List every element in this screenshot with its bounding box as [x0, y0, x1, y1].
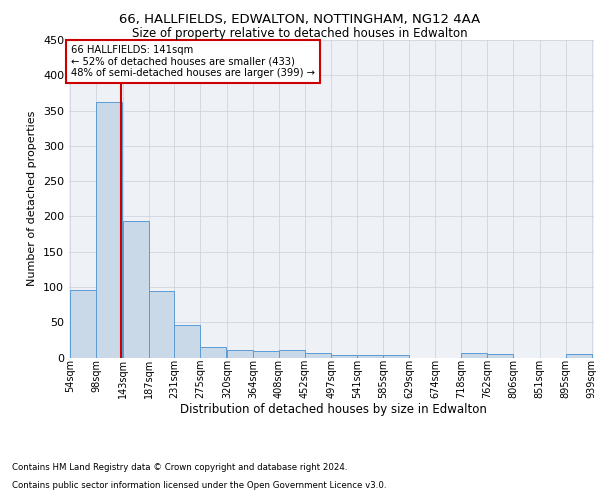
Text: 66, HALLFIELDS, EDWALTON, NOTTINGHAM, NG12 4AA: 66, HALLFIELDS, EDWALTON, NOTTINGHAM, NG…	[119, 12, 481, 26]
Text: Contains HM Land Registry data © Crown copyright and database right 2024.: Contains HM Land Registry data © Crown c…	[12, 464, 347, 472]
Bar	[253, 351, 279, 358]
Bar	[461, 354, 487, 358]
Bar	[357, 356, 383, 358]
Bar	[149, 291, 175, 358]
Bar	[383, 356, 409, 358]
Bar	[122, 220, 149, 358]
Y-axis label: Number of detached properties: Number of detached properties	[28, 111, 37, 286]
Bar	[279, 350, 305, 358]
Bar	[566, 354, 592, 358]
Bar	[200, 347, 226, 358]
Bar	[96, 102, 122, 358]
Bar	[175, 325, 200, 358]
Text: Contains public sector information licensed under the Open Government Licence v3: Contains public sector information licen…	[12, 481, 386, 490]
Text: Distribution of detached houses by size in Edwalton: Distribution of detached houses by size …	[179, 402, 487, 415]
Bar	[305, 354, 331, 358]
Bar	[70, 290, 96, 358]
Bar	[227, 350, 253, 358]
Text: Size of property relative to detached houses in Edwalton: Size of property relative to detached ho…	[132, 28, 468, 40]
Text: 66 HALLFIELDS: 141sqm
← 52% of detached houses are smaller (433)
48% of semi-det: 66 HALLFIELDS: 141sqm ← 52% of detached …	[71, 45, 316, 78]
Bar	[487, 354, 513, 358]
Bar	[331, 354, 357, 358]
